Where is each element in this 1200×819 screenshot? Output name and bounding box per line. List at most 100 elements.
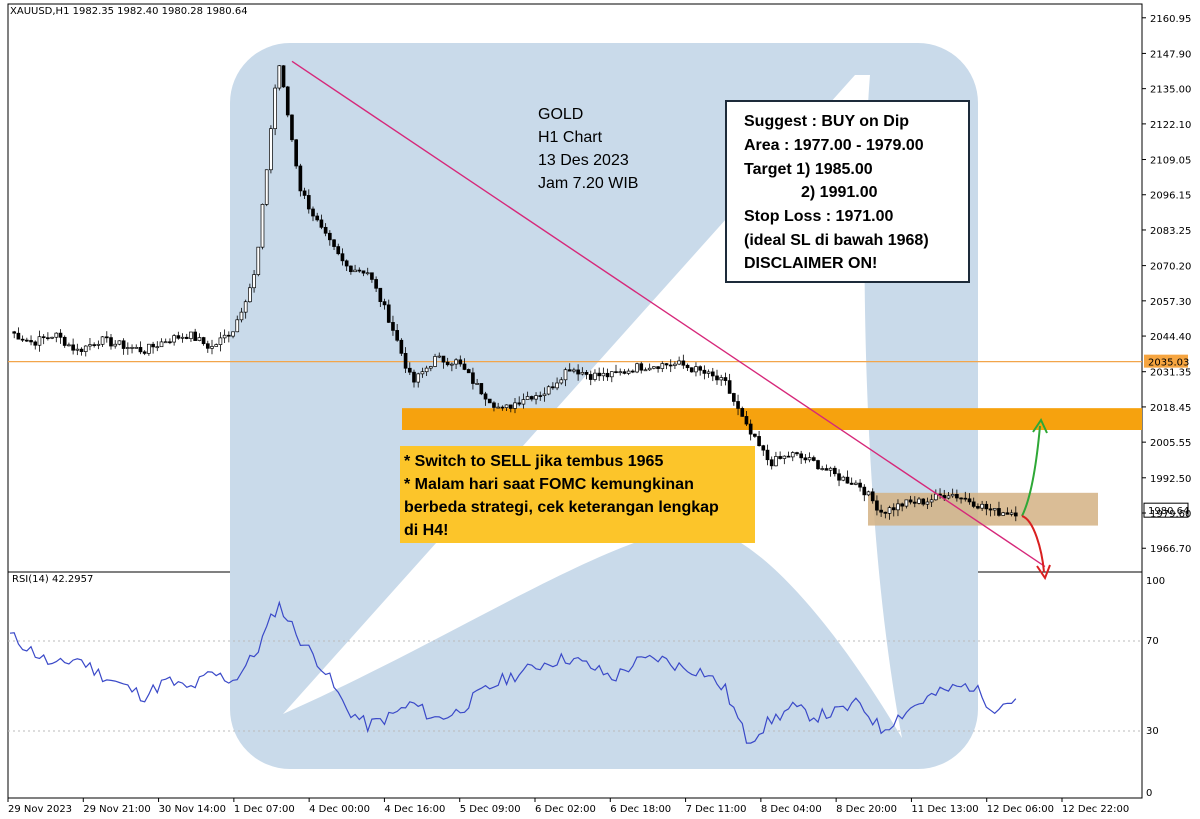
time-tick-label: 12 Dec 06:00 (987, 804, 1054, 815)
candle-body (811, 457, 816, 461)
candle-body (854, 482, 858, 485)
price-tick-label: 2031.35 (1150, 368, 1191, 379)
candle-body (677, 360, 681, 365)
candle-body (184, 336, 189, 339)
candle-body (193, 331, 197, 341)
candle-body (740, 408, 745, 417)
candle-body (496, 406, 500, 409)
time-tick-label: 5 Dec 09:00 (460, 804, 521, 815)
level-price-label: 2035.03 (1148, 358, 1189, 369)
candle-body (311, 208, 315, 217)
title-line: GOLD (538, 106, 583, 123)
candle-body (386, 304, 391, 323)
price-tick-label: 1992.50 (1150, 474, 1191, 485)
time-tick-label: 4 Dec 16:00 (384, 804, 445, 815)
candle-body (54, 332, 59, 338)
candle-body (79, 348, 84, 352)
candle-body (298, 165, 303, 192)
candle-body (681, 360, 686, 366)
candle-body (698, 366, 702, 371)
candle-body (273, 87, 277, 130)
suggest-line: Stop Loss : 1971.00 (744, 208, 893, 225)
candle-body (462, 363, 467, 370)
candle-body (235, 319, 240, 333)
candle-body (807, 457, 812, 461)
candle-body (205, 343, 210, 349)
candle-body (46, 337, 50, 340)
candle-body (643, 369, 648, 372)
candle-body (597, 372, 601, 377)
candle-body (559, 379, 564, 384)
down-arrow (1021, 515, 1045, 573)
support-zone (868, 492, 1098, 526)
rsi-tick-label: 100 (1146, 576, 1165, 587)
rsi-series (9, 600, 1017, 744)
candle-body (563, 369, 568, 381)
candle-body (719, 377, 724, 381)
price-tick-label: 2070.20 (1150, 262, 1191, 273)
candle-body (281, 65, 286, 88)
candle-body (605, 372, 610, 378)
time-tick-label: 29 Nov 2023 (8, 804, 72, 815)
price-axis[interactable]: 2160.95 2147.90 2135.00 2122.10 2109.05 2096.… (1142, 14, 1191, 555)
level-price-tag (1144, 354, 1188, 368)
candle-body (454, 359, 458, 365)
candle-body (332, 239, 336, 247)
candle-body (130, 347, 134, 349)
candle-body (753, 433, 757, 437)
candlestick-series (12, 65, 1018, 522)
candle-body (929, 499, 934, 503)
candle-body (471, 372, 475, 384)
candle-body (538, 395, 543, 397)
time-axis[interactable]: 29 Nov 2023 29 Nov 21:00 30 Nov 14:00 1 Dec… (7, 798, 1129, 815)
candle-body (508, 404, 513, 409)
candle-body (83, 345, 88, 352)
candle-body (790, 452, 795, 458)
up-arrow-head (1032, 417, 1048, 434)
candle-body (12, 331, 17, 334)
candle-body (429, 366, 433, 369)
candle-body (593, 372, 597, 380)
candle-body (500, 406, 505, 409)
candle-body (370, 272, 374, 280)
candle-body (820, 468, 825, 470)
candle-body (748, 423, 753, 435)
time-tick-label: 7 Dec 11:00 (686, 804, 747, 815)
candle-body (155, 346, 160, 349)
time-tick-label: 1 Dec 07:00 (234, 804, 295, 815)
time-tick-label: 8 Dec 20:00 (836, 804, 897, 815)
candle-body (433, 356, 437, 367)
price-tick-label: 2018.45 (1150, 403, 1191, 414)
candle-body (466, 369, 471, 374)
candle-body (151, 343, 155, 348)
candle-body (551, 386, 555, 389)
candle-body (25, 339, 29, 342)
candle-body (227, 334, 231, 337)
candle-body (862, 486, 867, 496)
candle-body (521, 399, 526, 405)
candle-body (189, 331, 193, 339)
candle-body (517, 402, 522, 405)
candle-body (795, 452, 799, 455)
candle-body (689, 367, 694, 373)
candle-body (290, 114, 294, 141)
candle-body (67, 344, 71, 347)
candle-body (399, 339, 404, 354)
strategy-line: berbeda strategi, cek keterangan lengkap (404, 499, 719, 516)
candle-body (664, 363, 669, 366)
candle-body (710, 371, 715, 377)
candle-body (639, 363, 644, 371)
suggest-line: 2) 1991.00 (801, 184, 878, 201)
candle-body (828, 467, 833, 471)
candle-body (950, 494, 955, 497)
candle-body (437, 355, 442, 358)
time-tick-label: 11 Dec 13:00 (911, 804, 978, 815)
candle-body (142, 351, 147, 354)
candle-body (365, 272, 370, 275)
candle-body (319, 219, 324, 228)
candle-body (513, 402, 517, 409)
suggest-line: Suggest : BUY on Dip (744, 113, 909, 130)
candle-body (732, 393, 736, 402)
candle-body (336, 246, 341, 255)
